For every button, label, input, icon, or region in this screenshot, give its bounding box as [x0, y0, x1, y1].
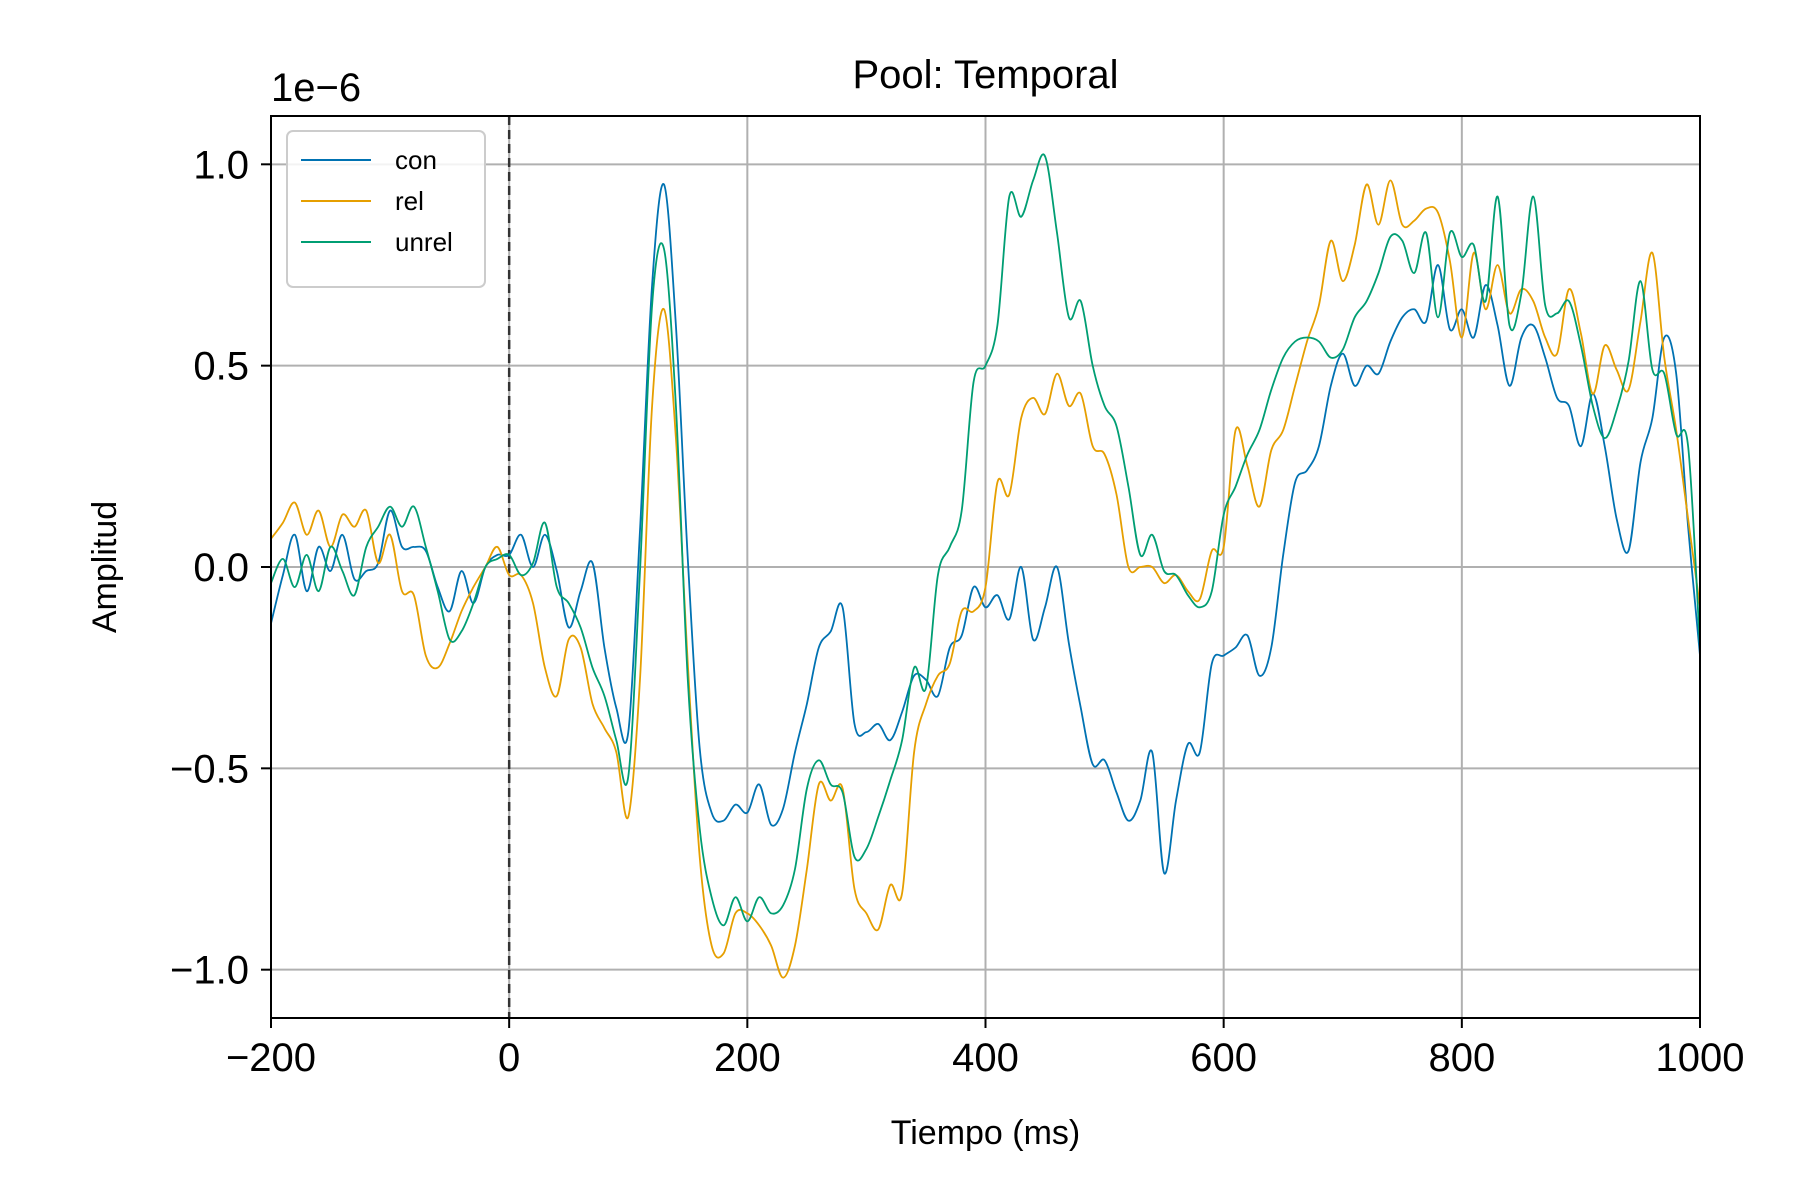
- x-tick-label: 200: [714, 1036, 781, 1080]
- x-tick-label: 1000: [1656, 1036, 1745, 1080]
- legend-label-unrel: unrel: [395, 227, 453, 257]
- series-line-rel: [270, 179, 1701, 979]
- x-axis: −200 0 200 400 600 800 1000: [226, 1018, 1745, 1080]
- y-tick-label: 1.0: [193, 143, 249, 187]
- series-group: [270, 153, 1701, 979]
- legend-box: [286, 130, 486, 288]
- legend: con rel unrel: [286, 130, 486, 288]
- chart-title: Pool: Temporal: [852, 53, 1118, 97]
- y-tick-label: −0.5: [170, 747, 249, 791]
- y-tick-label: 0.5: [193, 345, 249, 389]
- series-line-con: [270, 183, 1701, 875]
- series-line-unrel: [270, 153, 1701, 927]
- y-axis-label: Amplitud: [86, 501, 124, 633]
- x-tick-label: 400: [952, 1036, 1019, 1080]
- legend-label-rel: rel: [395, 186, 424, 216]
- legend-label-con: con: [395, 145, 437, 175]
- y-offset-label: 1e−6: [271, 66, 361, 110]
- y-axis: −1.0 −0.5 0.0 0.5 1.0: [170, 143, 271, 993]
- x-tick-label: 0: [498, 1036, 520, 1080]
- x-axis-label: Tiempo (ms): [891, 1114, 1081, 1152]
- x-tick-label: 800: [1428, 1036, 1495, 1080]
- y-tick-label: 0.0: [193, 546, 249, 590]
- x-tick-label: 600: [1190, 1036, 1257, 1080]
- y-tick-label: −1.0: [170, 949, 249, 993]
- x-tick-label: −200: [226, 1036, 316, 1080]
